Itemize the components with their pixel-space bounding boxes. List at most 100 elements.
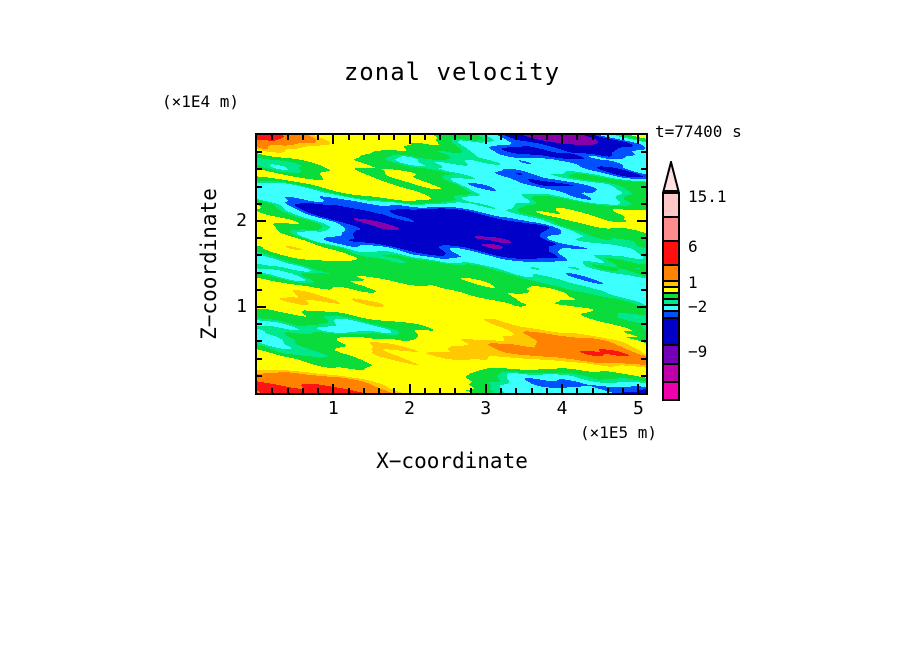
z-axis-unit-label: (×1E4 m) bbox=[162, 92, 240, 111]
axis-tick bbox=[257, 151, 262, 154]
colorbar-band bbox=[664, 288, 678, 294]
colorbar-band bbox=[664, 365, 678, 383]
axis-tick bbox=[393, 388, 396, 393]
colorbar-band bbox=[664, 194, 678, 218]
contour-field-canvas bbox=[257, 135, 646, 393]
axis-tick bbox=[637, 384, 640, 393]
axis-tick bbox=[515, 135, 518, 140]
chart-title: zonal velocity bbox=[343, 58, 561, 86]
colorbar-band bbox=[664, 346, 678, 365]
axis-tick bbox=[257, 306, 266, 308]
axis-tick bbox=[257, 202, 262, 205]
axis-tick bbox=[286, 388, 289, 393]
axis-tick bbox=[257, 288, 262, 291]
axis-tick bbox=[530, 388, 533, 393]
axis-tick bbox=[545, 388, 548, 393]
time-annotation: t=77400 s bbox=[655, 122, 742, 141]
axis-tick bbox=[257, 357, 262, 360]
axis-tick bbox=[271, 388, 274, 393]
axis-tick bbox=[257, 237, 262, 240]
axis-tick bbox=[641, 254, 646, 257]
axis-tick bbox=[257, 168, 262, 171]
colorbar-value-label: −9 bbox=[688, 342, 708, 361]
axis-tick bbox=[408, 384, 411, 393]
axis-tick bbox=[286, 135, 289, 140]
axis-tick bbox=[484, 384, 487, 393]
colorbar-band bbox=[664, 218, 678, 242]
axis-tick bbox=[641, 374, 646, 377]
axis-tick bbox=[317, 388, 320, 393]
axis-tick bbox=[641, 237, 646, 240]
axis-tick bbox=[257, 323, 262, 326]
axis-tick bbox=[606, 388, 609, 393]
colorbar-band bbox=[664, 282, 678, 288]
axis-tick bbox=[591, 388, 594, 393]
axis-tick bbox=[271, 135, 274, 140]
axis-tick bbox=[561, 384, 564, 393]
axis-tick bbox=[362, 388, 365, 393]
colorbar-value-label: −2 bbox=[688, 297, 708, 316]
axis-tick bbox=[301, 135, 304, 140]
axis-tick bbox=[641, 151, 646, 154]
axis-tick bbox=[347, 388, 350, 393]
axis-tick bbox=[257, 254, 262, 257]
axis-tick bbox=[515, 388, 518, 393]
axis-tick bbox=[561, 135, 564, 144]
axis-tick bbox=[362, 135, 365, 140]
axis-tick bbox=[530, 135, 533, 140]
axis-tick bbox=[257, 374, 262, 377]
axis-tick bbox=[378, 388, 381, 393]
axis-tick bbox=[317, 135, 320, 140]
axis-tick bbox=[641, 357, 646, 360]
axis-tick bbox=[393, 135, 396, 140]
colorbar-band bbox=[664, 312, 678, 319]
colorbar-value-label: 15.1 bbox=[688, 187, 727, 206]
axis-tick bbox=[423, 388, 426, 393]
colorbar-band bbox=[664, 294, 678, 300]
axis-tick bbox=[637, 135, 640, 144]
x-tick-label: 5 bbox=[632, 398, 644, 419]
axis-tick bbox=[378, 135, 381, 140]
colorbar-band bbox=[664, 300, 678, 306]
axis-tick bbox=[637, 306, 646, 308]
axis-tick bbox=[591, 135, 594, 140]
axis-tick bbox=[500, 388, 503, 393]
axis-tick bbox=[257, 271, 262, 274]
axis-tick bbox=[641, 340, 646, 343]
axis-tick bbox=[347, 135, 350, 140]
x-axis-unit-label: (×1E5 m) bbox=[579, 423, 657, 442]
axis-tick bbox=[469, 135, 472, 140]
axis-tick bbox=[408, 135, 411, 144]
colorbar-band bbox=[664, 266, 678, 282]
colorbar-band bbox=[664, 383, 678, 399]
axis-tick bbox=[454, 135, 457, 140]
axis-tick bbox=[576, 135, 579, 140]
axis-tick bbox=[439, 135, 442, 140]
colorbar-band bbox=[664, 306, 678, 312]
axis-tick bbox=[641, 185, 646, 188]
colorbar-band bbox=[664, 242, 678, 266]
plot-frame bbox=[255, 133, 648, 395]
axis-tick bbox=[257, 185, 262, 188]
axis-tick bbox=[545, 135, 548, 140]
z-tick-label: 2 bbox=[236, 210, 247, 231]
axis-tick bbox=[257, 220, 266, 222]
axis-tick bbox=[622, 135, 625, 140]
colorbar-band bbox=[664, 319, 678, 346]
axis-tick bbox=[606, 135, 609, 140]
axis-tick bbox=[576, 388, 579, 393]
x-tick-label: 3 bbox=[480, 398, 492, 419]
axis-tick bbox=[641, 202, 646, 205]
axis-tick bbox=[641, 288, 646, 291]
axis-tick bbox=[454, 388, 457, 393]
axis-tick bbox=[641, 323, 646, 326]
axis-tick bbox=[257, 340, 262, 343]
axis-tick bbox=[622, 388, 625, 393]
axis-tick bbox=[332, 384, 335, 393]
axis-tick bbox=[500, 135, 503, 140]
x-tick-label: 2 bbox=[404, 398, 415, 419]
axis-tick bbox=[439, 388, 442, 393]
colorbar-value-label: 1 bbox=[688, 273, 698, 292]
axis-tick bbox=[641, 271, 646, 274]
